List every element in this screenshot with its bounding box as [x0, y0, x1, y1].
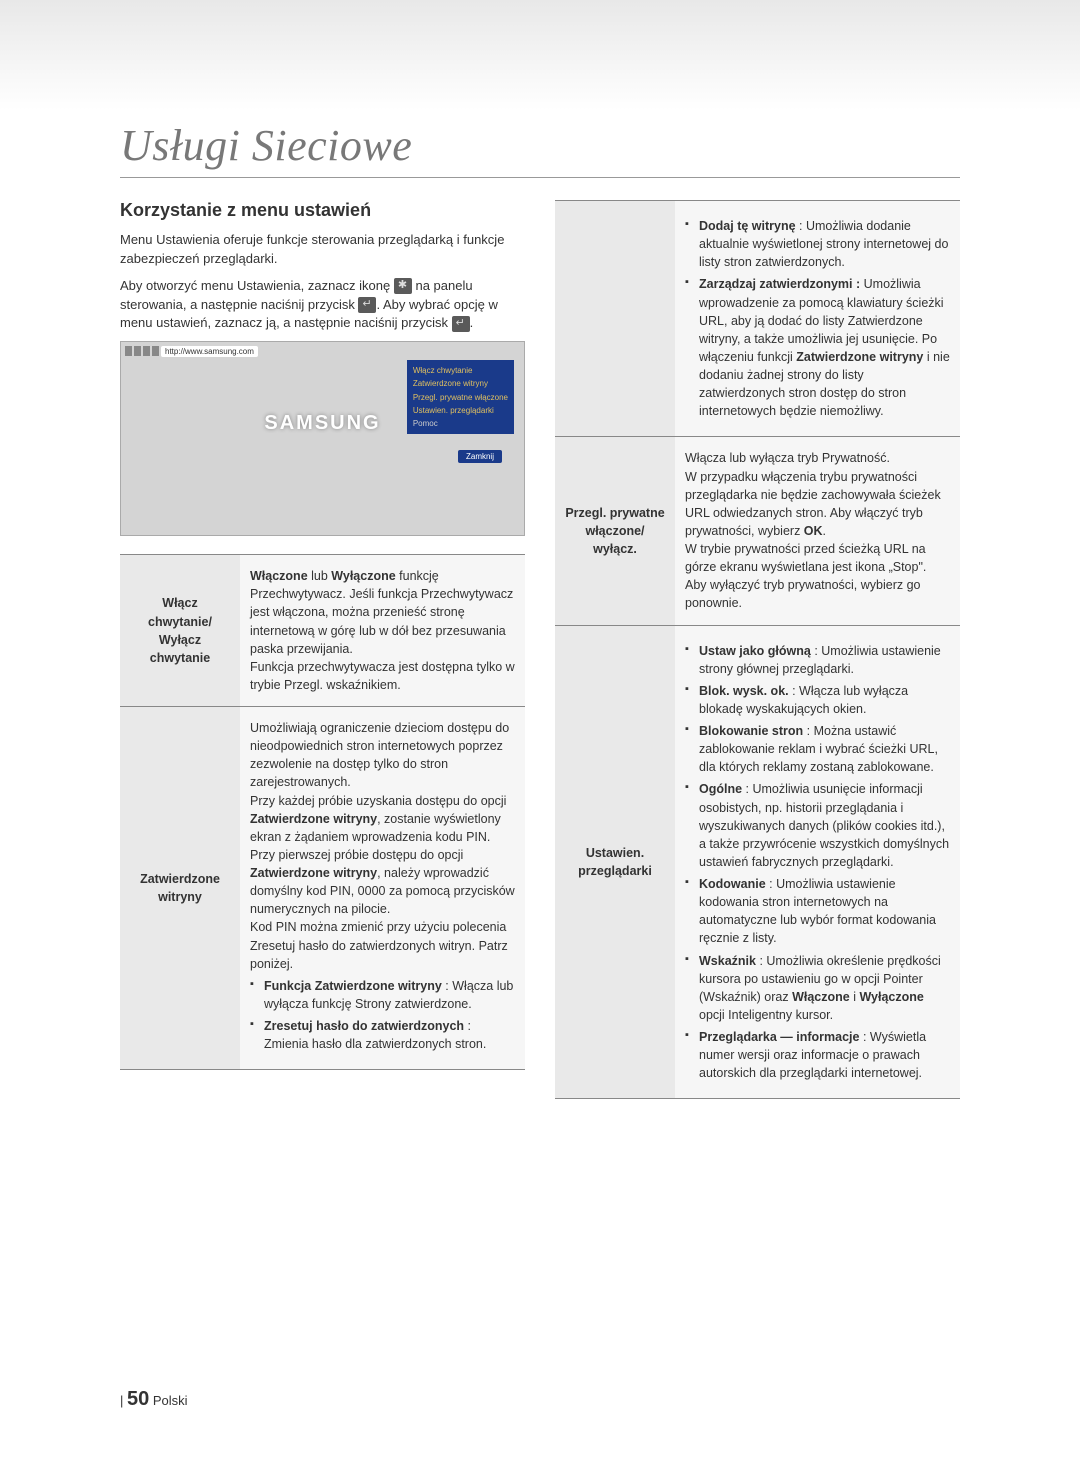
section-heading: Korzystanie z menu ustawień [120, 200, 525, 221]
row-content: Ustaw jako główną : Umożliwia ustawienie… [675, 625, 960, 1099]
row-label: Przegl. prywatne włączone/ wyłącz. [555, 437, 675, 625]
gear-icon [394, 278, 412, 294]
table-row: Ustawien. przeglądarki Ustaw jako główną… [555, 625, 960, 1099]
row-content: Włączone lub Wyłączone funkcję Przechwyt… [240, 555, 525, 707]
row-content: Włącza lub wyłącza tryb Prywatność. W pr… [675, 437, 960, 625]
title-rule [120, 177, 960, 178]
browser-settings-menu: Włącz chwytanie Zatwierdzone witryny Prz… [407, 360, 514, 434]
table-row: Przegl. prywatne włączone/ wyłącz. Włącz… [555, 437, 960, 625]
row-content: Dodaj tę witrynę : Umożliwia dodanie akt… [675, 201, 960, 437]
intro-p2: Aby otworzyć menu Ustawienia, zaznacz ik… [120, 277, 525, 334]
table-row: Włącz chwytanie/ Wyłącz chwytanie Włączo… [120, 555, 525, 707]
browser-url: http://www.samsung.com [161, 346, 258, 357]
row-label: Zatwierdzone witryny [120, 707, 240, 1070]
samsung-logo: SAMSUNG [264, 412, 380, 435]
row-content: Umożliwiają ograniczenie dzieciom dostęp… [240, 707, 525, 1070]
settings-table-left: Włącz chwytanie/ Wyłącz chwytanie Włączo… [120, 554, 525, 1070]
close-button: Zamknij [458, 450, 502, 463]
table-row: Zatwierdzone witryny Umożliwiają ogranic… [120, 707, 525, 1070]
intro-p1: Menu Ustawienia oferuje funkcje sterowan… [120, 231, 525, 269]
settings-table-right: Dodaj tę witrynę : Umożliwia dodanie akt… [555, 200, 960, 1099]
row-label: Włącz chwytanie/ Wyłącz chwytanie [120, 555, 240, 707]
table-row: Dodaj tę witrynę : Umożliwia dodanie akt… [555, 201, 960, 437]
browser-screenshot: http://www.samsung.com Włącz chwytanie Z… [120, 341, 525, 536]
page-title: Usługi Sieciowe [120, 120, 960, 171]
enter-icon [452, 316, 470, 332]
page-footer: | 50 Polski [120, 1388, 188, 1411]
row-label [555, 201, 675, 437]
row-label: Ustawien. przeglądarki [555, 625, 675, 1099]
enter-icon [358, 297, 376, 313]
